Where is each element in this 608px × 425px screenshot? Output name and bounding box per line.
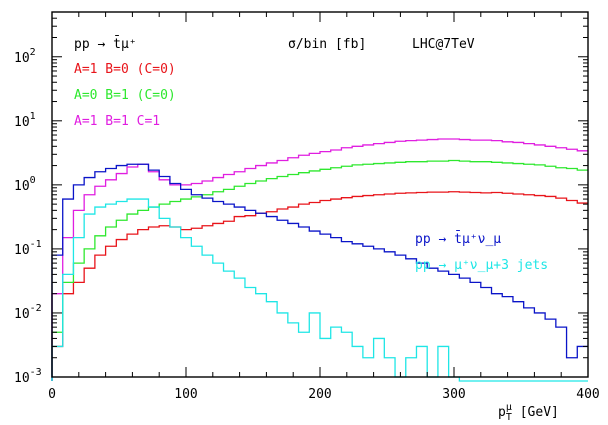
legend-entry: A=0 B=1 (C=0) — [74, 88, 176, 103]
series-line-1 — [51, 191, 588, 381]
x-axis-label: pμ T [GeV] — [498, 402, 559, 423]
y-tick-label: 10-2 — [14, 303, 42, 322]
x-tick-label: 400 — [576, 387, 599, 402]
x-tick-label: 300 — [442, 387, 465, 402]
x-tick-label: 200 — [308, 387, 331, 402]
legend-entry: A=1 B=1 C=1 — [74, 114, 160, 129]
legend-entry: pp → t̄μ⁺ν_μ — [415, 231, 501, 247]
chart-title: σ/bin [fb] — [288, 37, 366, 52]
legend-entry: A=1 B=0 (C=0) — [74, 62, 176, 77]
y-tick-label: 100 — [14, 175, 36, 194]
legend-entry: pp → μ⁺ν_μ+3 jets — [415, 258, 548, 273]
x-tick-label: 0 — [48, 387, 56, 402]
header-left: pp → t̄μ⁺ — [74, 36, 137, 52]
series-line-4 — [51, 163, 588, 381]
legend-right: pp → t̄μ⁺ν_μpp → μ⁺ν_μ+3 jets — [415, 231, 548, 273]
series-line-5 — [51, 198, 588, 382]
x-tick-label: 100 — [174, 387, 197, 402]
series-line-2 — [51, 159, 588, 381]
y-tick-label: 101 — [14, 111, 36, 130]
series-line-3 — [51, 138, 588, 381]
y-tick-label: 10-3 — [14, 367, 42, 386]
legend-left: A=1 B=0 (C=0) A=0 B=1 (C=0) A=1 B=1 C=1 — [74, 62, 176, 129]
ticks-layer: 0 100 200 300 400 10-3 10-2 10-1 100 101 102 — [14, 11, 600, 402]
y-tick-label: 102 — [14, 47, 36, 66]
series-layer — [51, 138, 588, 382]
header-right: LHC@7TeV — [412, 37, 475, 52]
y-tick-label: 10-1 — [14, 239, 42, 258]
